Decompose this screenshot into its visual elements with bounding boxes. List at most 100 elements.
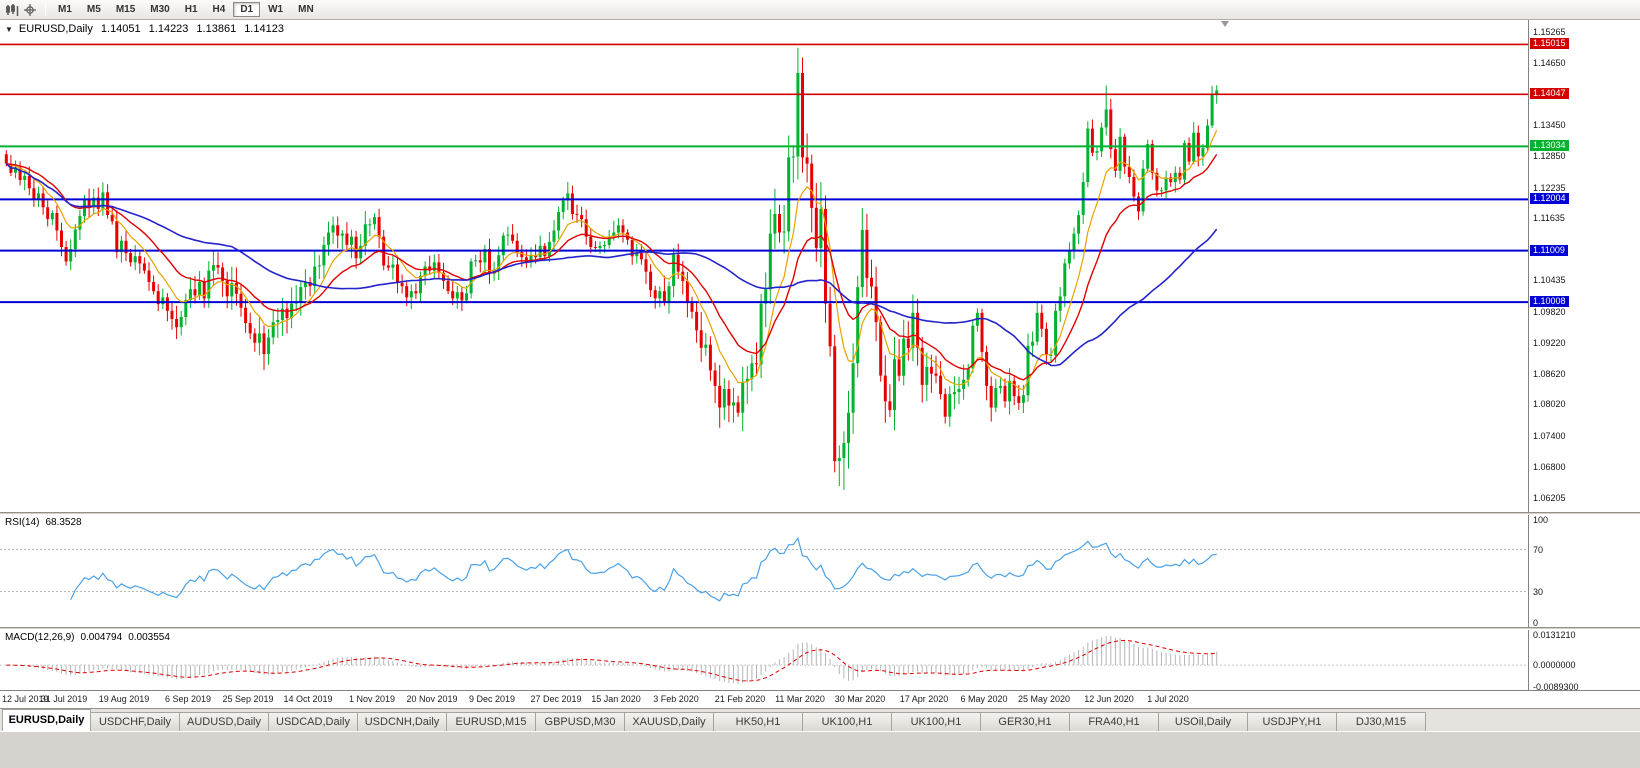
hline-price-label: 1.10008	[1530, 296, 1569, 307]
macd-chart[interactable]	[0, 630, 1528, 690]
rsi-scale-label: 100	[1533, 515, 1549, 525]
rsi-scale-label: 0	[1533, 618, 1539, 627]
macd-scale-label: 0.0000000	[1533, 660, 1576, 670]
pane-separator[interactable]	[0, 512, 1640, 515]
symbol-dropdown-icon[interactable]: ▼	[5, 24, 13, 34]
chart-shift-marker[interactable]	[1221, 21, 1229, 27]
chart-tab[interactable]: AUDUSD,Daily	[180, 712, 269, 731]
rsi-chart[interactable]	[0, 515, 1528, 627]
chart-tab[interactable]: USDCAD,Daily	[269, 712, 358, 731]
price-tick-label: 1.06800	[1533, 462, 1566, 472]
macd-signal-value: 0.003554	[128, 632, 170, 643]
date-label: 21 Feb 2020	[714, 694, 766, 704]
chart-tab[interactable]: FRA40,H1	[1070, 712, 1159, 731]
price-tick-label: 1.10435	[1533, 275, 1566, 285]
toolbar-separator	[45, 3, 46, 16]
date-label: 1 Nov 2019	[348, 694, 396, 704]
date-label: 11 Mar 2020	[775, 694, 825, 704]
price-tick-label: 1.11635	[1533, 213, 1565, 223]
date-label: 14 Oct 2019	[283, 694, 333, 704]
chart-tab[interactable]: UK100,H1	[892, 712, 981, 731]
rsi-header: RSI(14) 68.3528	[5, 517, 82, 528]
rsi-scale-label: 70	[1533, 545, 1544, 555]
ohlc-high: 1.14223	[148, 23, 189, 35]
date-label: 20 Nov 2019	[406, 694, 458, 704]
date-label: 27 Dec 2019	[530, 694, 582, 704]
price-tick-label: 1.12850	[1533, 151, 1566, 161]
chart-tab[interactable]: UK100,H1	[803, 712, 892, 731]
price-tick-label: 1.08620	[1533, 369, 1566, 379]
timeframe-h4-button[interactable]: H4	[206, 2, 233, 17]
date-label: 17 Apr 2020	[899, 694, 949, 704]
chart-tab[interactable]: USDCNH,Daily	[358, 712, 447, 731]
pane-separator[interactable]	[0, 627, 1640, 630]
status-bar	[0, 731, 1640, 768]
chart-tab[interactable]: USOil,Daily	[1159, 712, 1248, 731]
date-label: 3 Feb 2020	[653, 694, 699, 704]
price-axis[interactable]: 1.15265 1.14650 1.13450 1.12850 1.12235 1.116…	[1528, 20, 1640, 512]
date-label: 25 May 2020	[1017, 694, 1071, 704]
chart-tab[interactable]: EURUSD,M15	[447, 712, 536, 731]
timeframe-h1-button[interactable]: H1	[178, 2, 205, 17]
timeframe-d1-button[interactable]: D1	[233, 2, 261, 17]
price-tick-label: 1.14650	[1533, 58, 1566, 68]
ohlc-open: 1.14051	[100, 23, 141, 35]
ohlc-close: 1.14123	[244, 23, 284, 35]
chart-tab[interactable]: GBPUSD,M30	[536, 712, 625, 731]
rsi-scale-label: 30	[1533, 587, 1544, 597]
macd-scale-label: 0.0131210	[1533, 630, 1576, 640]
date-label: 30 Mar 2020	[834, 694, 886, 704]
candlestick-chart-icon[interactable]	[4, 2, 20, 18]
hline-price-label: 1.11009	[1530, 245, 1568, 256]
date-axis[interactable]: 12 Jul 2019 31 Jul 2019 19 Aug 2019 6 Sep 2…	[0, 690, 1640, 708]
timeframe-m5-button[interactable]: M5	[80, 2, 108, 17]
rsi-pane[interactable]: RSI(14) 68.3528 100 70 30 0	[0, 515, 1640, 627]
timeframe-mn-button[interactable]: MN	[291, 2, 321, 17]
chart-tabs-bar: EURUSD,Daily USDCHF,Daily AUDUSD,Daily USDC…	[0, 708, 1640, 731]
price-tick-label: 1.07400	[1533, 431, 1566, 441]
price-tick-label: 1.09220	[1533, 338, 1566, 348]
date-label: 6 May 2020	[960, 694, 1008, 704]
price-tick-label: 1.15265	[1533, 27, 1566, 37]
macd-pane[interactable]: MACD(12,26,9) 0.004794 0.003554 0.013121…	[0, 630, 1640, 690]
macd-main-value: 0.004794	[80, 632, 123, 643]
timeframe-m15-button[interactable]: M15	[109, 2, 142, 17]
timeframe-buttons: M1 M5 M15 M30 H1 H4 D1 W1 MN	[51, 2, 321, 17]
price-tick-label: 1.09820	[1533, 307, 1566, 317]
ohlc-low: 1.13861	[196, 23, 237, 35]
timeframe-m1-button[interactable]: M1	[51, 2, 79, 17]
chart-window: ▼ EURUSD,Daily 1.14051 1.14223 1.13861 1…	[0, 20, 1640, 708]
price-tick-label: 1.12235	[1533, 183, 1566, 193]
hline-price-label: 1.13034	[1530, 140, 1569, 151]
date-label: 6 Sep 2019	[164, 694, 212, 704]
chart-tab[interactable]: GER30,H1	[981, 712, 1070, 731]
chart-tab[interactable]: HK50,H1	[714, 712, 803, 731]
price-chart-pane[interactable]: ▼ EURUSD,Daily 1.14051 1.14223 1.13861 1…	[0, 20, 1640, 512]
candlestick-chart[interactable]	[0, 20, 1528, 512]
timeframe-m30-button[interactable]: M30	[143, 2, 176, 17]
chart-tab[interactable]: XAUUSD,Daily	[625, 712, 714, 731]
crosshair-icon[interactable]	[22, 2, 38, 18]
macd-name: MACD(12,26,9)	[5, 632, 75, 643]
price-tick-label: 1.13450	[1533, 120, 1566, 130]
chart-tab[interactable]: USDCHF,Daily	[91, 712, 180, 731]
macd-axis[interactable]: 0.0131210 0.0000000 -0.0089300	[1528, 630, 1640, 690]
price-tick-label: 1.08020	[1533, 399, 1566, 409]
timeframe-toolbar: M1 M5 M15 M30 H1 H4 D1 W1 MN	[0, 0, 1640, 20]
date-label: 31 Jul 2019	[40, 694, 88, 704]
chart-tab[interactable]: EURUSD,Daily	[2, 709, 91, 731]
rsi-axis[interactable]: 100 70 30 0	[1528, 515, 1640, 627]
chart-tab[interactable]: DJ30,M15	[1337, 712, 1426, 731]
chart-symbol-label: EURUSD,Daily	[18, 23, 93, 35]
hline-price-label: 1.12004	[1530, 193, 1569, 204]
date-label: 25 Sep 2019	[222, 694, 274, 704]
price-tick-label: 1.06205	[1533, 493, 1566, 503]
timeframe-w1-button[interactable]: W1	[261, 2, 290, 17]
macd-header: MACD(12,26,9) 0.004794 0.003554	[5, 632, 170, 643]
date-label: 9 Dec 2019	[468, 694, 516, 704]
rsi-name: RSI(14)	[5, 517, 40, 528]
chart-tab[interactable]: USDJPY,H1	[1248, 712, 1337, 731]
date-label: 12 Jul 2019	[2, 694, 49, 704]
date-label: 15 Jan 2020	[591, 694, 641, 704]
chart-header: ▼ EURUSD,Daily 1.14051 1.14223 1.13861 1…	[5, 23, 284, 35]
